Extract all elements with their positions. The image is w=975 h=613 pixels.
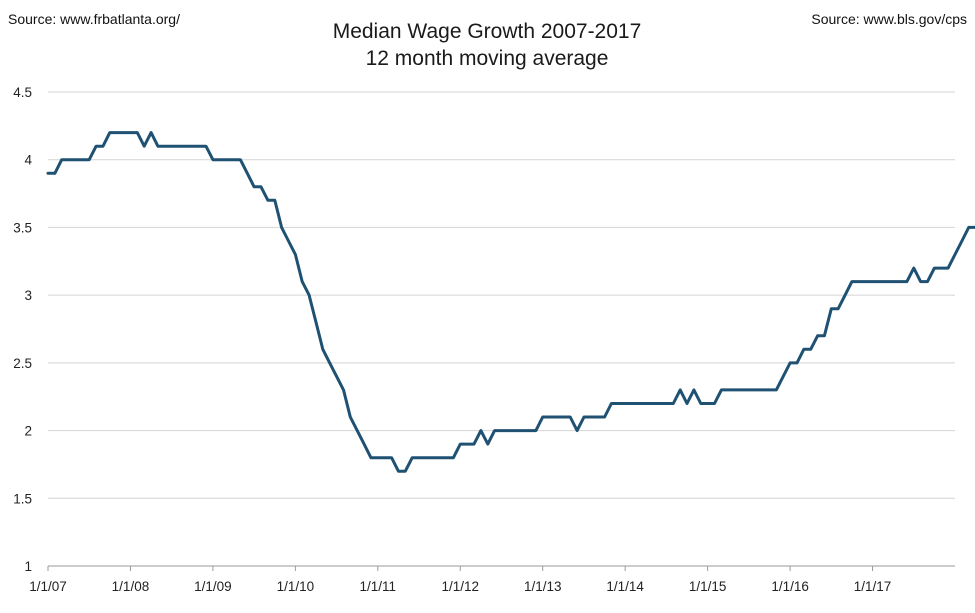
x-tick-label: 1/1/07	[29, 579, 67, 594]
x-tick-label: 1/1/16	[771, 579, 809, 594]
x-tick-label: 1/1/15	[689, 579, 727, 594]
x-tick-label: 1/1/11	[360, 579, 397, 594]
y-tick-label: 3.5	[13, 220, 32, 235]
y-tick-label: 1	[24, 559, 32, 574]
y-tick-label: 2	[24, 424, 32, 439]
x-tick-label: 1/1/08	[112, 579, 150, 594]
x-tick-label: 1/1/17	[854, 579, 892, 594]
y-tick-label: 2.5	[13, 356, 32, 371]
y-tick-label: 4.5	[13, 85, 32, 100]
chart-subtitle: 12 month moving average	[366, 47, 609, 70]
source-left: Source: www.frbatlanta.org/	[8, 11, 180, 27]
x-tick-label: 1/1/09	[194, 579, 232, 594]
series-group	[46, 131, 975, 473]
x-tick-label: 1/1/10	[277, 579, 315, 594]
x-tick-label: 1/1/13	[524, 579, 562, 594]
y-tick-label: 1.5	[13, 491, 32, 506]
y-tick-label: 4	[24, 153, 32, 168]
source-right: Source: www.bls.gov/cps	[811, 11, 967, 27]
x-tick-label: 1/1/12	[441, 579, 479, 594]
x-axis: 1/1/07 1/1/08 1/1/09 1/1/10 1/1/11 1/1/12 1/1/…	[29, 566, 891, 594]
chart-title: Median Wage Growth 2007-2017	[333, 20, 642, 43]
y-tick-label: 3	[24, 288, 32, 303]
x-tick-label: 1/1/14	[606, 579, 644, 594]
y-axis: 1 1.5 2 2.5 3 3.5 4 4.5	[13, 85, 32, 574]
series-line	[46, 131, 975, 473]
